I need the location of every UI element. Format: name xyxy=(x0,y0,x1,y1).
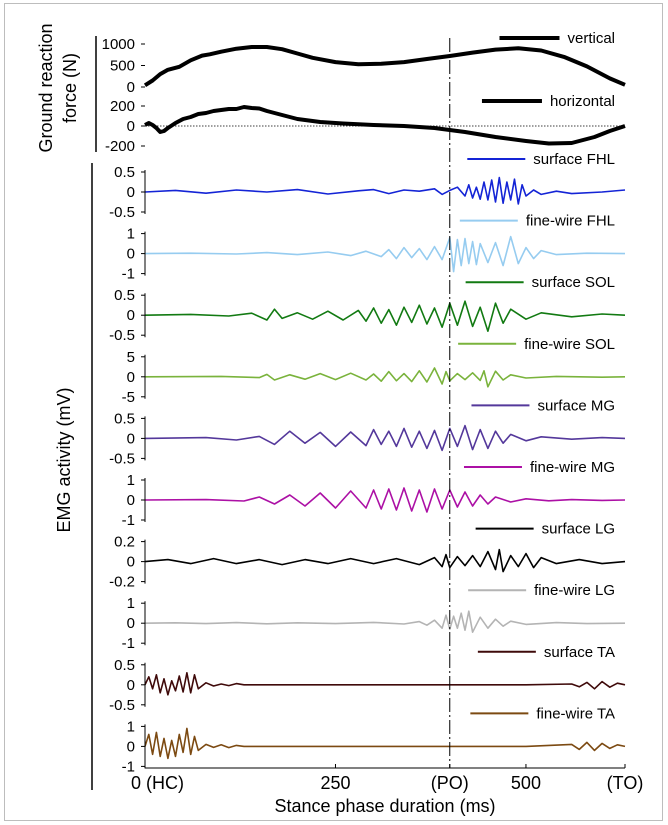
emg-surface-fhl-ytick-0: 0 xyxy=(127,184,135,201)
x-axis-label: Stance phase duration (ms) xyxy=(274,796,495,816)
emg-fine-wire-fhl-ytick-0: 0 xyxy=(127,246,135,263)
grf-vertical-line xyxy=(143,45,626,87)
x-tick-500: 500 xyxy=(511,773,541,793)
emg-fine-wire-lg-legend-label: fine-wire LG xyxy=(534,582,615,599)
grf-horizontal-line xyxy=(144,105,626,146)
grf-horizontal-ytick-0: 0 xyxy=(127,118,135,135)
emg-surface-fhl-ytick-0-5: 0.5 xyxy=(114,164,135,181)
emg-fine-wire-lg-ytick-1: -1 xyxy=(122,635,135,652)
emg-surface-ta-ytick-0-5: -0.5 xyxy=(109,697,135,714)
emg-fine-wire-mg-legend-label: fine-wire MG xyxy=(530,459,615,476)
emg-fine-wire-fhl-line xyxy=(144,235,626,273)
grf-ylabel-line2: force (N) xyxy=(60,53,80,123)
x-tick-0-hc: 0 (HC) xyxy=(131,773,184,793)
emg-fine-wire-sol-line xyxy=(144,367,626,388)
emg-surface-ta-legend-label: surface TA xyxy=(544,644,615,661)
emg-fine-wire-sol-ytick-5: -5 xyxy=(122,389,135,406)
emg-fine-wire-ta-ytick-1: -1 xyxy=(122,758,135,775)
emg-surface-mg-ytick-0-5: 0.5 xyxy=(114,410,135,427)
emg-panels: 0.5 0 -0.5 surface FHL 1 0 -1 fine-wire FHL 0.5 0… xyxy=(91,151,626,790)
emg-surface-lg-ytick-0-2: -0.2 xyxy=(109,574,135,591)
grf-panels: 1000 500 0 vertical 200 0 -200 horizontal xyxy=(95,30,626,155)
grf-ylabel-line1: Ground reaction xyxy=(36,23,56,152)
emg-ylabel: EMG activity (mV) xyxy=(54,387,74,532)
x-tick-po: (PO) xyxy=(431,773,469,793)
emg-fine-wire-sol-ytick-5: 5 xyxy=(127,349,135,366)
emg-fine-wire-mg-ytick-1: -1 xyxy=(122,512,135,529)
emg-surface-fhl-ytick-0-5: -0.5 xyxy=(109,204,135,221)
emg-surface-mg-ytick-0-5: -0.5 xyxy=(109,450,135,467)
emg-fine-wire-lg-ytick-1: 1 xyxy=(127,595,135,612)
emg-surface-ta-ytick-0-5: 0.5 xyxy=(114,657,135,674)
emg-fine-wire-ta-legend-label: fine-wire TA xyxy=(536,705,615,722)
emg-surface-sol-ytick-0-5: -0.5 xyxy=(109,327,135,344)
emg-surface-lg-legend-label: surface LG xyxy=(542,521,615,538)
emg-surface-mg-line xyxy=(144,424,626,452)
emg-fine-wire-fhl-ytick-1: -1 xyxy=(122,266,135,283)
x-tick-to: (TO) xyxy=(607,773,644,793)
emg-surface-mg-ytick-0: 0 xyxy=(127,430,135,447)
emg-fine-wire-ta-ytick-0: 0 xyxy=(127,738,135,755)
grf-horizontal-legend-label: horizontal xyxy=(550,93,615,110)
grf-vertical-ytick-500: 500 xyxy=(110,58,135,75)
emg-surface-lg-ytick-0: 0 xyxy=(127,554,135,571)
emg-fine-wire-lg-line xyxy=(144,610,626,634)
emg-surface-sol-ytick-0: 0 xyxy=(127,307,135,324)
emg-surface-lg-ytick-0-2: 0.2 xyxy=(114,534,135,551)
emg-surface-sol-line xyxy=(144,300,626,333)
emg-fine-wire-ta-line xyxy=(144,727,626,760)
emg-surface-mg-legend-label: surface MG xyxy=(537,397,615,414)
emg-fine-wire-ta-ytick-1: 1 xyxy=(127,718,135,735)
emg-surface-fhl-legend-label: surface FHL xyxy=(533,151,615,168)
emg-fine-wire-fhl-legend-label: fine-wire FHL xyxy=(526,213,615,230)
grf-horizontal-ytick-200: -200 xyxy=(105,138,135,155)
grf-vertical-ytick-1000: 1000 xyxy=(102,36,135,53)
emg-fine-wire-lg-ytick-0: 0 xyxy=(127,615,135,632)
x-tick-250: 250 xyxy=(320,773,350,793)
emg-fine-wire-fhl-ytick-1: 1 xyxy=(127,226,135,243)
emg-fine-wire-mg-ytick-0: 0 xyxy=(127,492,135,509)
emg-surface-fhl-line xyxy=(144,176,626,205)
x-axis: 0 (HC) 250 (PO) 500 (TO) xyxy=(131,764,643,793)
grf-vertical-legend-label: vertical xyxy=(567,30,615,47)
emg-fine-wire-sol-ytick-0: 0 xyxy=(127,369,135,386)
emg-surface-ta-ytick-0: 0 xyxy=(127,677,135,694)
grf-vertical-ytick-0: 0 xyxy=(127,79,135,96)
emg-surface-ta-line xyxy=(144,671,626,696)
emg-surface-lg-line xyxy=(144,548,626,573)
emg-fine-wire-sol-legend-label: fine-wire SOL xyxy=(524,336,615,353)
emg-fine-wire-mg-line xyxy=(144,487,626,513)
emg-fine-wire-mg-ytick-1: 1 xyxy=(127,472,135,489)
grf-horizontal-ytick-200: 200 xyxy=(110,98,135,115)
emg-surface-sol-legend-label: surface SOL xyxy=(532,274,615,291)
emg-surface-sol-ytick-0-5: 0.5 xyxy=(114,287,135,304)
